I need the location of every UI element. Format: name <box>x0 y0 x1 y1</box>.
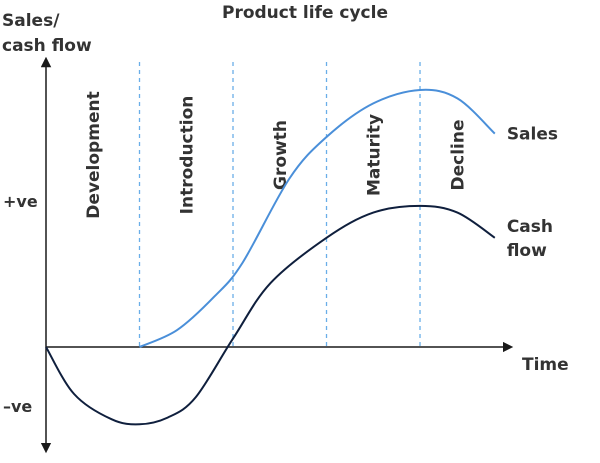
stage-label-maturity: Maturity <box>364 114 384 196</box>
y-axis-label-line-1: Sales/ <box>2 11 60 31</box>
y-tick-negative: –ve <box>3 397 32 416</box>
series-label-sales-line-1: Sales <box>507 125 558 145</box>
series-label-cash-flow-line-2: flow <box>507 241 547 261</box>
axes <box>40 56 514 454</box>
y-tick-positive: +ve <box>3 192 38 211</box>
stage-label-growth: Growth <box>271 120 291 190</box>
stage-label-decline: Decline <box>448 119 468 190</box>
series-lines <box>45 88 496 426</box>
stage-labels: Development Introduction Growth Maturity Dec… <box>84 91 469 218</box>
series-label-cash-flow-line-1: Cash <box>507 217 553 237</box>
series-line-cash-flow <box>45 204 496 426</box>
x-axis-label: Time <box>522 355 569 375</box>
series-labels: Sales Cash flow <box>507 125 558 261</box>
y-axis-label-line-2: cash flow <box>2 36 92 56</box>
stage-label-introduction: Introduction <box>177 96 197 215</box>
chart-title: Product life cycle <box>222 3 388 23</box>
stage-label-development: Development <box>84 91 104 218</box>
series-line-sales <box>139 88 496 348</box>
